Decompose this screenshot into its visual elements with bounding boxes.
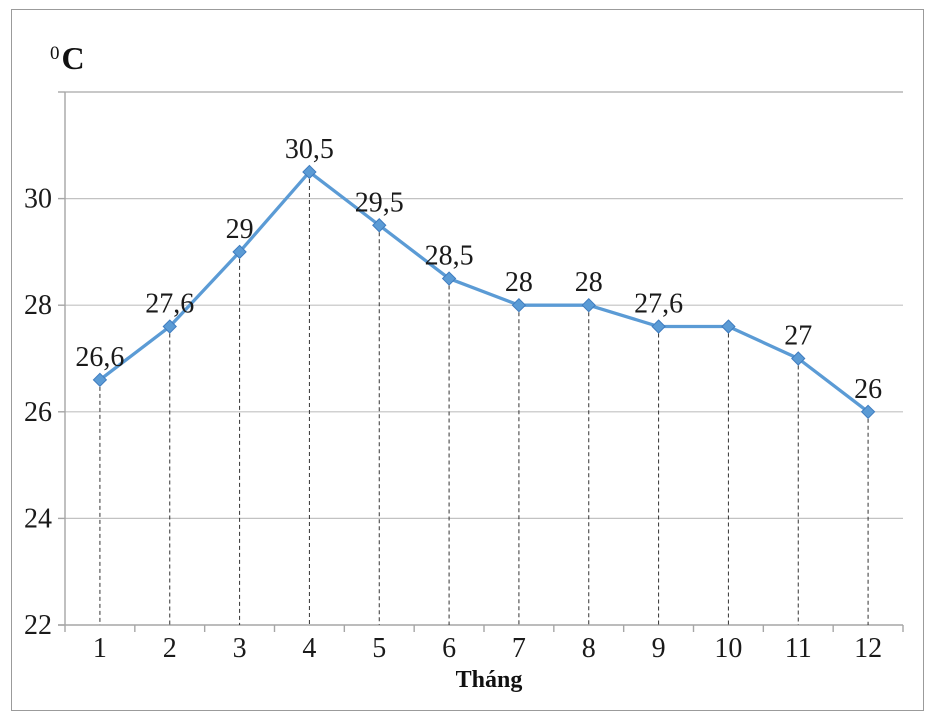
x-tick-label: 1 [93,633,107,664]
data-label: 27 [784,321,812,352]
data-point-marker [791,351,806,366]
y-axis-title: 0C [50,40,85,77]
y-tick-label: 24 [24,503,52,534]
data-label: 28 [505,267,533,298]
x-tick-label: 12 [854,633,882,664]
data-point-marker [441,271,457,286]
data-label: 29 [226,214,254,245]
y-axis-unit-superscript: 0 [50,43,60,64]
data-label: 29,5 [355,187,404,218]
data-point-marker [581,297,596,313]
data-label: 30,5 [285,134,334,165]
data-label: 26,6 [75,342,124,373]
y-tick-label: 30 [24,184,52,215]
data-point-marker [302,164,317,180]
y-tick-label: 28 [24,290,52,321]
data-point-marker [511,297,527,313]
x-tick-label: 8 [582,633,596,664]
data-label: 27,6 [145,289,194,320]
y-axis-unit: C [61,40,85,76]
data-point-marker [721,319,736,334]
data-point-marker [232,244,247,260]
data-point-marker [92,372,108,388]
x-tick-label: 3 [233,633,247,664]
x-tick-label: 2 [163,633,177,664]
x-tick-label: 9 [652,633,666,664]
data-point-marker [372,218,387,233]
x-tick-label: 11 [785,633,812,664]
x-tick-label: 7 [512,633,526,664]
data-label: 28,5 [425,241,474,272]
y-tick-label: 22 [24,610,52,641]
data-point-marker [651,319,666,334]
data-line [98,170,870,414]
x-tick-label: 5 [372,633,386,664]
x-tick-label: 6 [442,633,456,664]
x-tick-label: 4 [302,633,316,664]
x-axis-title: Tháng [455,667,523,693]
y-tick-label: 26 [24,397,52,428]
data-label: 27,6 [634,289,683,320]
data-point-marker [860,404,876,420]
data-label: 26 [854,374,882,405]
x-tick-label: 10 [714,633,742,664]
data-label: 28 [575,267,603,298]
data-point-marker [162,319,177,334]
